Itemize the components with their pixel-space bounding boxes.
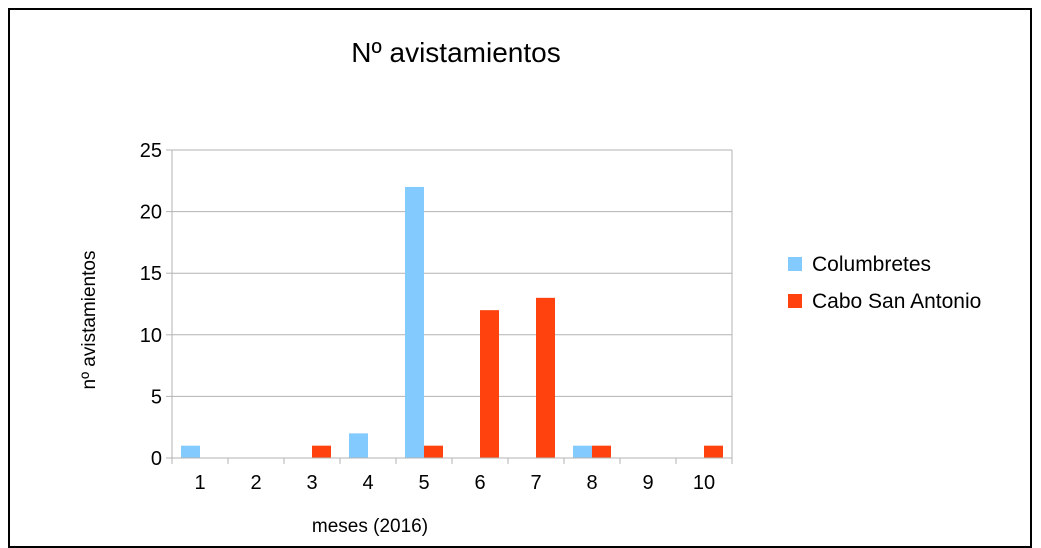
bar-columbretes (573, 445, 592, 458)
bars (181, 186, 723, 458)
bar-cabo-san-antonio (312, 445, 331, 458)
x-tick-label: 10 (693, 472, 715, 494)
x-tick-label: 2 (250, 472, 261, 494)
y-axis-title: nº avistamientos (79, 251, 100, 390)
legend-swatch-columbretes (788, 257, 802, 271)
legend-label-columbretes: Columbretes (812, 253, 931, 276)
y-tick-label: 25 (140, 140, 162, 162)
bar-columbretes (405, 186, 424, 458)
x-tick-label: 3 (306, 472, 317, 494)
x-tick-label: 1 (194, 472, 205, 494)
y-tick-label: 20 (140, 202, 162, 224)
bar-cabo-san-antonio (480, 310, 499, 458)
bar-cabo-san-antonio (704, 445, 723, 458)
bar-cabo-san-antonio (536, 297, 555, 458)
x-tick-label: 9 (642, 472, 653, 494)
y-tick-labels: 0 5 10 15 20 25 (140, 140, 162, 470)
y-tick-label: 15 (140, 263, 162, 285)
bar-columbretes (181, 445, 200, 458)
chart-title: Nº avistamientos (351, 37, 560, 68)
legend: Columbretes Cabo San Antonio (788, 253, 981, 313)
x-tick-label: 8 (586, 472, 597, 494)
bar-cabo-san-antonio (424, 445, 443, 458)
legend-swatch-cabo-san-antonio (788, 294, 802, 308)
y-tick-label: 10 (140, 325, 162, 347)
gridlines (172, 149, 733, 458)
legend-label-cabo-san-antonio: Cabo San Antonio (812, 290, 981, 313)
x-tick-label: 7 (530, 472, 541, 494)
bar-columbretes (349, 433, 368, 458)
y-tick-label: 0 (151, 448, 162, 470)
x-tick-label: 6 (474, 472, 485, 494)
x-tick-label: 5 (418, 472, 429, 494)
y-tick-label: 5 (151, 386, 162, 408)
x-tick-label: 4 (362, 472, 373, 494)
axes (166, 149, 733, 464)
x-tick-labels: 1 2 3 4 5 6 7 8 9 10 (194, 472, 715, 494)
x-axis-title: meses (2016) (312, 516, 428, 537)
bar-cabo-san-antonio (592, 445, 611, 458)
